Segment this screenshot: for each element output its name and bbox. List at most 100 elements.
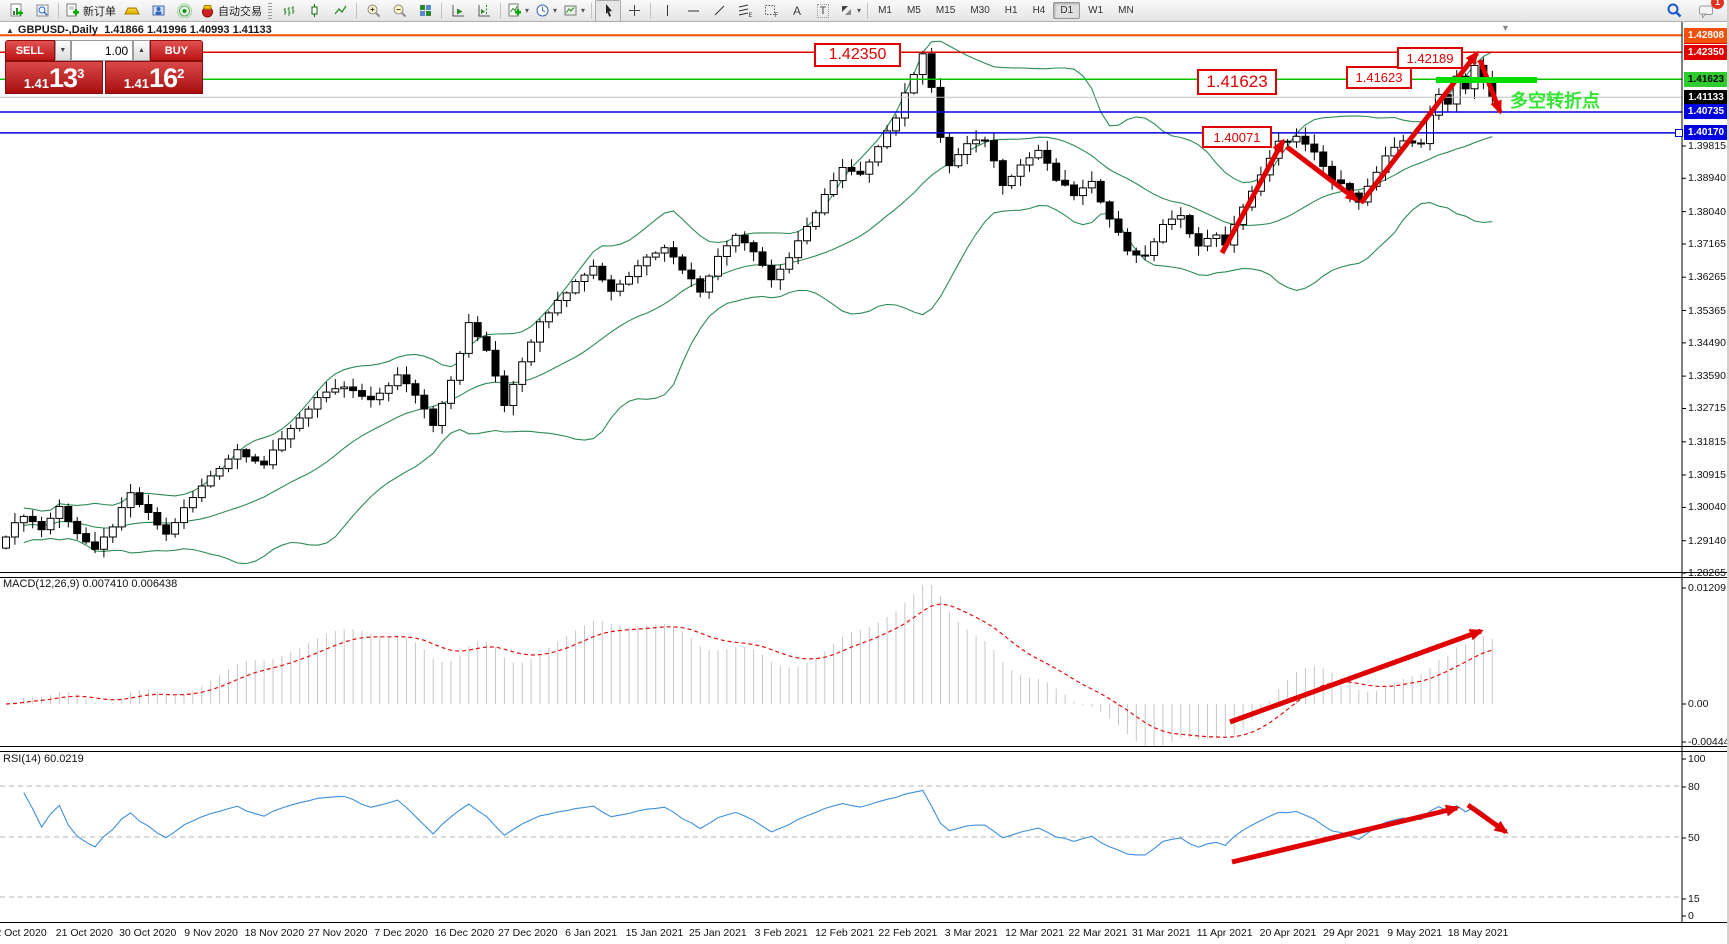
- timeframe-h4[interactable]: H4: [1032, 5, 1046, 16]
- toolbar-separator: [58, 2, 59, 19]
- chart-shift-marker-icon[interactable]: ▼: [1501, 23, 1510, 33]
- chart-ohlc-values: 1.41866 1.41996 1.40993 1.41133: [104, 24, 272, 36]
- signal-icon: [176, 3, 192, 18]
- gold-ingot-button[interactable]: [119, 0, 145, 22]
- tile-windows-icon: [419, 5, 431, 16]
- chart-header: ▲ GBPUSD-,Daily 1.41866 1.41996 1.40993 1…: [6, 24, 272, 36]
- turning-point-annotation[interactable]: 多空转折点: [1510, 91, 1600, 111]
- price-axis-tick: 1.30040: [1688, 501, 1726, 514]
- price-tag: 1.42808: [1684, 27, 1728, 43]
- date-axis-label: 18 May 2021: [1447, 927, 1509, 939]
- line-chart-type-button[interactable]: [327, 0, 353, 22]
- templates-button[interactable]: ▾: [560, 0, 588, 22]
- market-depth-button[interactable]: [145, 0, 171, 22]
- price-tag: 1.41623: [1684, 71, 1728, 87]
- vertical-line-button[interactable]: [654, 0, 680, 22]
- notification-badge: 1: [1711, 0, 1724, 9]
- bar-chart-type-button[interactable]: [275, 0, 301, 22]
- sell-price-display[interactable]: 1.41 13 3: [5, 61, 103, 94]
- toolbar-separator: [500, 2, 501, 19]
- timeframe-m1[interactable]: M1: [878, 5, 892, 16]
- zoom-out-button[interactable]: [386, 0, 412, 22]
- timeframe-mn[interactable]: MN: [1118, 5, 1134, 16]
- chart-shift-button[interactable]: [471, 0, 497, 22]
- price-axis-tick: 1.39815: [1688, 140, 1726, 152]
- price-annotation-box[interactable]: 1.42189: [1397, 47, 1463, 69]
- date-axis-label: 30 Oct 2020: [119, 927, 177, 939]
- indicators-button[interactable]: ▾: [504, 0, 532, 22]
- green-highlight-bar[interactable]: [1436, 77, 1537, 83]
- date-axis-label: 21 Oct 2020: [55, 927, 113, 939]
- toolbar-separator: [441, 2, 442, 19]
- sell-button[interactable]: SELL: [5, 40, 55, 61]
- price-annotation-box[interactable]: 1.41623: [1346, 66, 1412, 89]
- trendline-button[interactable]: [706, 0, 732, 22]
- price-axis-tick: 1.37165: [1688, 237, 1726, 250]
- rsi-label: RSI(14) 60.0219: [3, 753, 84, 765]
- date-axis-label: 27 Dec 2020: [498, 927, 558, 939]
- price-tag: 1.41133: [1684, 89, 1728, 105]
- text-tool-button[interactable]: A: [784, 0, 810, 22]
- candlestick-type-icon: [311, 4, 317, 17]
- notifications-button[interactable]: 1: [1693, 0, 1724, 22]
- price-annotation-box[interactable]: 1.42350: [814, 43, 901, 67]
- timeframe-m30[interactable]: M30: [970, 5, 990, 16]
- macd-label: MACD(12,26,9) 0.007410 0.006438: [3, 578, 178, 590]
- horizontal-line-button[interactable]: [680, 0, 706, 22]
- autotrade-button[interactable]: 自动交易: [197, 0, 265, 22]
- collapse-triangle-icon[interactable]: ▲: [6, 26, 14, 35]
- price-annotation-box[interactable]: 1.40071: [1202, 126, 1272, 148]
- date-axis-label: 7 Dec 2020: [374, 927, 428, 939]
- new-order-button[interactable]: 新订单: [62, 0, 119, 22]
- cursor-button[interactable]: [595, 0, 622, 22]
- toolbar-separator: [356, 2, 357, 19]
- text-tool-icon: A: [793, 3, 802, 18]
- signal-button[interactable]: [171, 0, 197, 22]
- buy-price-big: 16: [149, 63, 178, 93]
- buy-button[interactable]: BUY: [149, 40, 203, 61]
- timeframe-m15[interactable]: M15: [935, 5, 956, 16]
- price-axis-tick: 1.38040: [1688, 205, 1726, 218]
- panel-separator-main-macd[interactable]: [0, 572, 1729, 578]
- periods-button[interactable]: ▾: [532, 0, 560, 22]
- rsi-axis-tick: 80: [1688, 781, 1700, 793]
- timeframe-w1[interactable]: W1: [1088, 5, 1104, 16]
- autotrade-label: 自动交易: [218, 5, 262, 18]
- date-axis-label: 9 Nov 2020: [184, 927, 238, 939]
- chevron-down-icon: ▾: [553, 5, 558, 15]
- auto-scroll-button[interactable]: [445, 0, 471, 22]
- chart-symbol-period: GBPUSD-,Daily: [17, 24, 98, 36]
- volume-up-button[interactable]: ▲: [133, 40, 150, 61]
- date-axis-label: 12 Mar 2021: [1005, 927, 1065, 939]
- timeframe-d1[interactable]: D1: [1053, 2, 1081, 19]
- search-button[interactable]: [1661, 0, 1687, 22]
- price-tag: 1.40735: [1684, 104, 1728, 120]
- periods-clock-icon: [536, 4, 549, 17]
- new-chart-button[interactable]: [3, 0, 29, 22]
- volume-input[interactable]: [71, 40, 134, 61]
- label-tool-button[interactable]: T: [810, 0, 836, 22]
- date-axis-label: 15 Jan 2021: [625, 927, 684, 939]
- volume-down-button[interactable]: ▼: [54, 40, 72, 61]
- date-axis-label: 11 Apr 2021: [1196, 927, 1253, 939]
- channel-button[interactable]: F: [758, 0, 784, 22]
- hline-anchor-handle[interactable]: [1675, 128, 1683, 137]
- candlestick-type-button[interactable]: [301, 0, 327, 22]
- one-click-trading-panel: SELL ▼ ▲ BUY 1.41 13 3 1.41 16 2: [5, 40, 203, 94]
- chart-preview-button[interactable]: [29, 0, 55, 22]
- zoom-in-button[interactable]: [360, 0, 386, 22]
- shapes-button[interactable]: ▾: [836, 0, 864, 22]
- fibonacci-button[interactable]: E: [732, 0, 758, 22]
- panel-separator-macd-rsi[interactable]: [0, 746, 1729, 752]
- tile-windows-button[interactable]: [412, 0, 438, 22]
- price-axis-tick: 1.35365: [1688, 304, 1726, 317]
- timeframe-h1[interactable]: H1: [1004, 5, 1018, 16]
- date-axis-label: 22 Feb 2021: [878, 927, 938, 939]
- timeframe-m5[interactable]: M5: [906, 5, 921, 16]
- price-annotation-box[interactable]: 1.41623: [1197, 69, 1277, 95]
- new-chart-icon: [10, 3, 23, 17]
- buy-price-display[interactable]: 1.41 16 2: [105, 61, 203, 94]
- crosshair-button[interactable]: [621, 0, 647, 22]
